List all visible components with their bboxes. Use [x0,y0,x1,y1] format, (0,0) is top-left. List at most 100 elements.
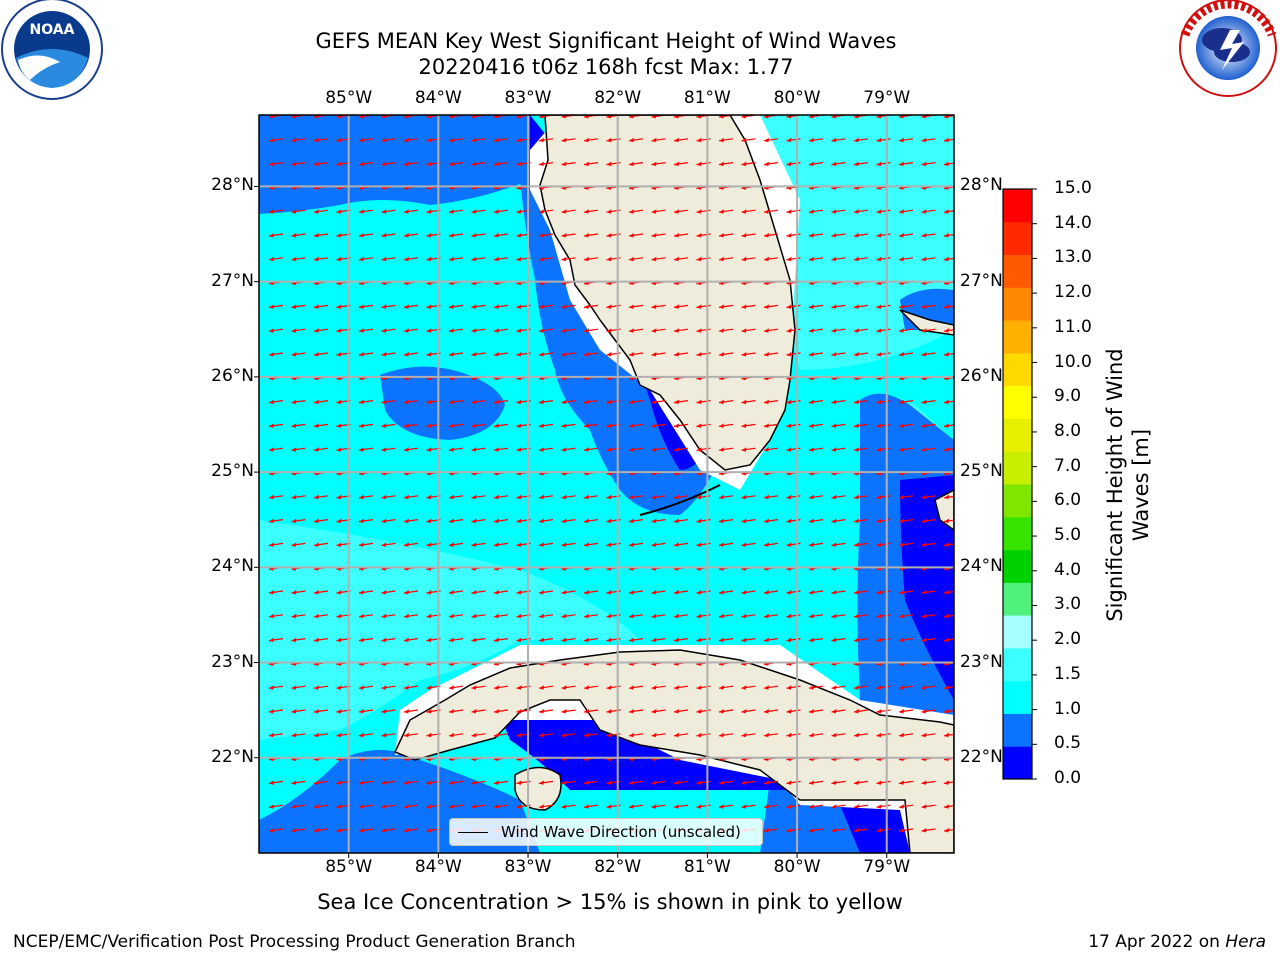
wind-arrow [763,780,779,785]
footer-date-text: 17 Apr 2022 on [1088,932,1226,952]
wind-arrow [943,685,954,690]
wind-arrow [403,209,419,214]
wind-arrow [876,637,891,643]
wind-arrow [448,137,464,143]
wind-arrow [943,804,954,809]
wind-arrow [921,137,936,143]
wind-arrow [853,161,869,167]
wind-arrow [673,590,689,595]
colorbar-tick-label: 5.0 [1054,525,1082,546]
wind-arrow [651,256,666,262]
wind-arrow [741,709,756,714]
legend-line-sample [458,832,488,833]
wind-arrow [673,233,689,238]
lat-label-left: 26°N [211,365,254,386]
wind-arrow [763,423,779,428]
lat-label-left: 24°N [211,556,254,577]
wind-arrow [853,613,869,619]
wind-arrow [448,494,464,500]
wind-arrow [403,447,419,452]
wind-arrow [673,256,689,262]
map-ticks [254,185,888,858]
wind-arrow [786,828,801,833]
wind-arrow [943,304,954,309]
wind-arrow [673,137,689,143]
wind-arrow [403,709,419,714]
wind-arrow [493,423,509,428]
wind-arrow [876,780,891,785]
wind-arrow [808,709,824,714]
wind-arrow [763,137,779,143]
lon-label-bottom: 81°W [683,857,731,877]
wind-arrow [718,732,734,738]
wind-arrow [718,399,734,405]
wind-arrow [358,494,374,500]
wind-arrow [943,637,954,643]
wind-arrow [471,161,486,167]
wind-arrow [583,328,599,333]
wind-arrow [831,780,846,785]
lon-label-top: 85°W [325,88,373,108]
wind-arrow [808,137,824,143]
wind-arrow [291,233,306,238]
wind-arrow [808,423,824,428]
wind-arrow [921,161,936,167]
wind-arrow [876,399,891,405]
wind-arrow [853,304,869,309]
wind-arrow [448,590,464,595]
wind-arrow [583,780,599,785]
wind-arrow [853,447,869,452]
wind-arrow [561,732,576,738]
wind-arrow [538,637,554,643]
wind-arrow [561,613,576,619]
wind-arrow [943,590,954,595]
wind-arrow [808,828,824,833]
wind-arrow [831,828,846,833]
wind-arrow [651,518,666,524]
wind-arrow [561,447,576,452]
wind-arrow [921,732,936,738]
wind-arrow [898,732,914,738]
wind-arrow [583,732,599,738]
wind-arrow [471,685,486,690]
wind-arrow [651,209,666,214]
wind-arrow [628,352,644,357]
wind-arrow [853,233,869,238]
wind-arrow [628,137,644,143]
wind-arrow [943,709,954,714]
footer-date: 17 Apr 2022 on Hera [1088,932,1266,952]
wind-arrow [493,399,509,405]
wind-arrow [268,447,284,452]
wind-arrow [268,423,284,428]
wind-arrow [943,328,954,333]
wind-arrow [493,804,509,809]
wind-arrow [538,137,554,143]
wind-arrow [381,423,396,428]
wind-arrow [628,256,644,262]
lat-label-left: 23°N [211,651,254,672]
wind-arrow [921,613,936,619]
wind-arrow [538,352,554,357]
wind-arrow [471,328,486,333]
lon-label-top: 79°W [863,88,911,108]
wind-arrow [561,352,576,357]
wind-arrow [763,732,779,738]
wind-arrow [853,137,869,143]
wind-arrow [291,399,306,405]
wind-arrow [651,399,666,405]
wind-arrow [358,685,374,690]
wind-arrow [448,804,464,809]
wind-arrow [808,209,824,214]
wind-arrow [673,732,689,738]
wind-arrow [313,613,329,619]
wind-arrow [358,613,374,619]
wind-arrow [673,423,689,428]
wind-arrow [763,590,779,595]
wind-arrow [673,709,689,714]
wind-arrow [921,637,936,643]
colorbar-tick-label: 9.0 [1054,386,1082,407]
wind-arrow [763,399,779,405]
wind-arrow [853,685,869,690]
lat-label-left: 27°N [211,270,254,291]
wind-arrow [763,447,779,452]
